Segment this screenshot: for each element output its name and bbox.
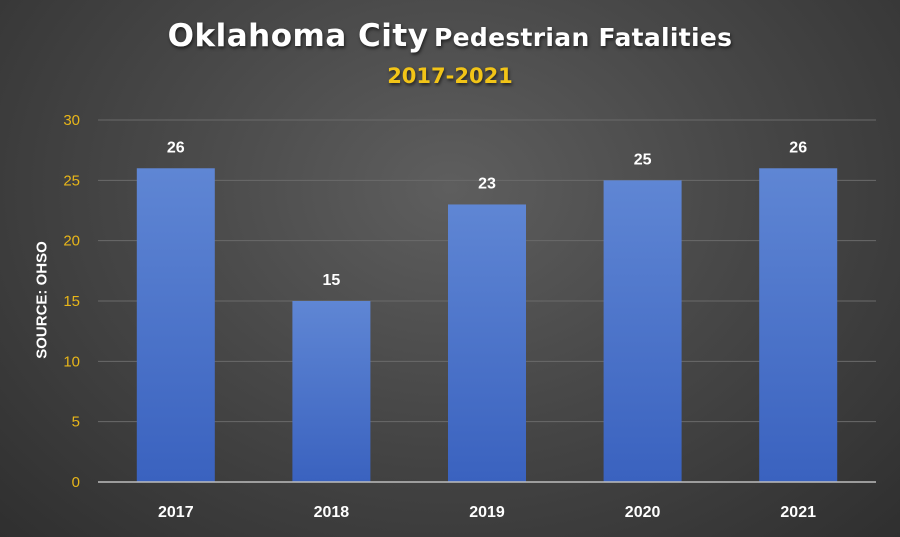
y-tick-label-5: 5 xyxy=(72,414,80,431)
x-category-label-2020: 2020 xyxy=(625,504,661,521)
x-category-label-2019: 2019 xyxy=(469,504,505,521)
bar-2021 xyxy=(759,168,838,482)
data-label-2020: 25 xyxy=(634,151,652,168)
y-tick-label-25: 25 xyxy=(63,172,80,189)
y-axis-ticks: 0 5 10 15 20 25 30 xyxy=(63,112,80,491)
y-tick-label-15: 15 xyxy=(63,293,80,310)
y-tick-label-30: 30 xyxy=(63,112,80,129)
chart-title-main: Oklahoma City xyxy=(167,18,429,54)
y-tick-label-20: 20 xyxy=(63,233,80,250)
data-label-2017: 26 xyxy=(167,139,185,156)
y-tick-label-10: 10 xyxy=(63,353,80,370)
x-axis-categories: 2017 2018 2019 2020 2021 xyxy=(158,504,816,521)
chart-title: Oklahoma City Pedestrian Fatalities xyxy=(0,18,900,54)
chart-subtitle: 2017-2021 xyxy=(387,64,513,88)
x-category-label-2021: 2021 xyxy=(780,504,816,521)
bar-2017 xyxy=(136,168,215,482)
data-label-2019: 23 xyxy=(478,175,496,192)
bar-2019 xyxy=(448,204,526,482)
x-category-label-2017: 2017 xyxy=(158,504,194,521)
y-tick-label-0: 0 xyxy=(72,474,80,491)
bar-2018 xyxy=(292,301,371,482)
bar-2020 xyxy=(603,180,682,483)
chart-title-rest: Pedestrian Fatalities xyxy=(434,23,733,52)
data-label-2018: 15 xyxy=(323,272,341,289)
data-labels: 26 15 23 25 26 xyxy=(167,139,807,289)
bars xyxy=(136,168,838,483)
x-category-label-2018: 2018 xyxy=(314,504,350,521)
data-label-2021: 26 xyxy=(789,139,807,156)
